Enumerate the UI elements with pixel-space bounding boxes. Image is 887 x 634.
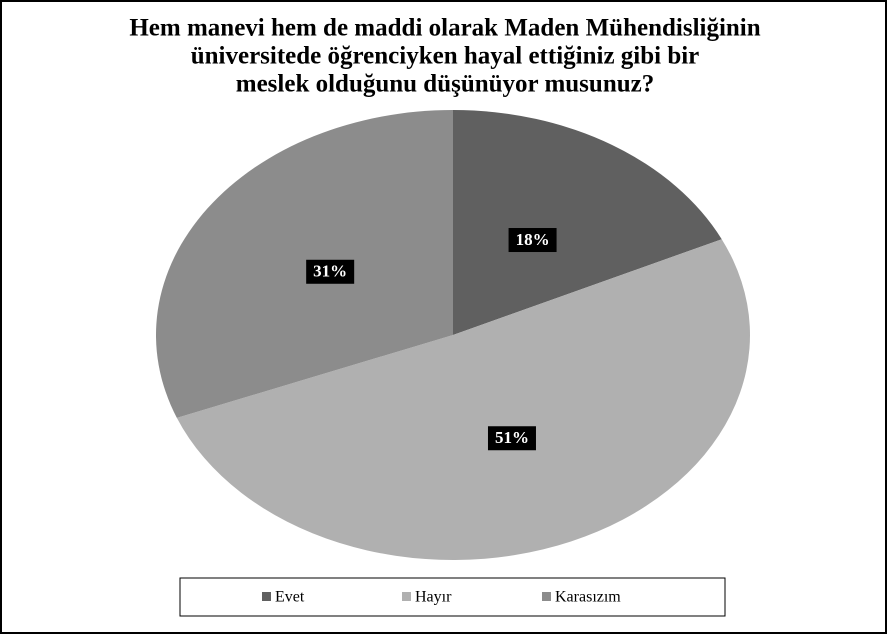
chart-title: meslek olduğunu düşünüyor musunuz?	[236, 71, 654, 98]
legend-label: Karasızım	[555, 589, 621, 606]
legend-marker	[262, 592, 271, 601]
pie-slice	[453, 110, 722, 335]
chart-title: üniversitede öğrenciyken hayal ettiğiniz…	[191, 43, 700, 70]
legend-marker	[542, 592, 551, 601]
data-label-box	[508, 228, 557, 253]
data-label: 51%	[495, 428, 529, 447]
legend	[179, 577, 726, 617]
pie-slice	[155, 110, 454, 418]
pie-slice	[176, 239, 751, 561]
chart-title: Hem manevi hem de maddi olarak Maden Müh…	[129, 15, 760, 42]
legend-label: Evet	[275, 589, 305, 606]
data-label-box	[306, 259, 355, 284]
legend-marker	[402, 592, 411, 601]
data-label: 31%	[313, 262, 347, 281]
legend-label: Hayır	[415, 589, 452, 606]
data-label-box	[487, 426, 536, 451]
data-label: 18%	[516, 230, 550, 249]
